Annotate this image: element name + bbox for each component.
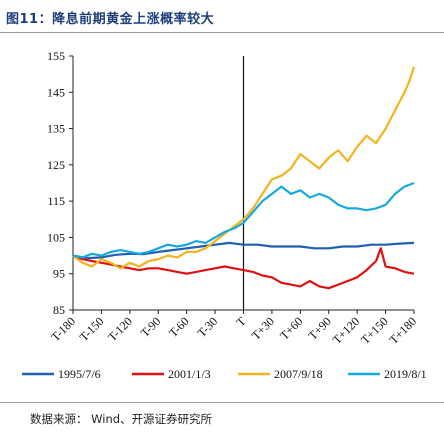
x-tick-label: T	[234, 314, 250, 330]
x-tick-label: T+120	[330, 314, 363, 347]
y-tick-label: 95	[53, 267, 65, 281]
x-tick-label: T-30	[195, 314, 221, 340]
series-line-3	[72, 66, 416, 270]
x-tick-label: T-150	[77, 314, 107, 344]
x-tick-label: T-90	[138, 314, 164, 340]
y-tick-label: 115	[47, 194, 65, 208]
chart-legend: 1995/7/6 2001/1/3 2007/9/18 2019/8/1	[22, 367, 427, 381]
x-tick-label: T-60	[166, 314, 192, 340]
figure-title: 图11：降息前期黄金上涨概率较大	[6, 12, 215, 27]
series-line-4	[72, 181, 415, 259]
y-tick-label: 145	[47, 85, 65, 99]
x-tick-label: T-120	[105, 314, 135, 344]
series-line-1	[72, 241, 415, 260]
top-divider	[0, 32, 444, 33]
y-tick-label: 155	[47, 49, 65, 63]
x-tick-label: T+30	[249, 314, 277, 342]
x-tick-label: T+150	[358, 314, 391, 347]
y-tick-label: 105	[47, 230, 65, 244]
bottom-divider	[0, 402, 444, 403]
y-tick-label: 135	[47, 122, 65, 136]
x-tick-label: T-180	[48, 314, 78, 344]
legend-label: 2001/1/3	[168, 367, 211, 381]
x-tick-label: T+60	[277, 314, 305, 342]
x-tick-label: T+180	[387, 314, 420, 347]
legend-label: 2019/8/1	[384, 367, 427, 381]
source-note: 数据来源： Wind、开源证券研究所	[30, 412, 213, 426]
y-tick-label: 85	[53, 303, 65, 317]
x-tick-label: T+90	[306, 314, 334, 342]
legend-label: 2007/9/18	[274, 367, 323, 381]
legend-label: 1995/7/6	[58, 367, 101, 381]
y-tick-label: 125	[47, 158, 65, 172]
chart-series	[72, 66, 416, 290]
series-line-2	[72, 247, 415, 290]
